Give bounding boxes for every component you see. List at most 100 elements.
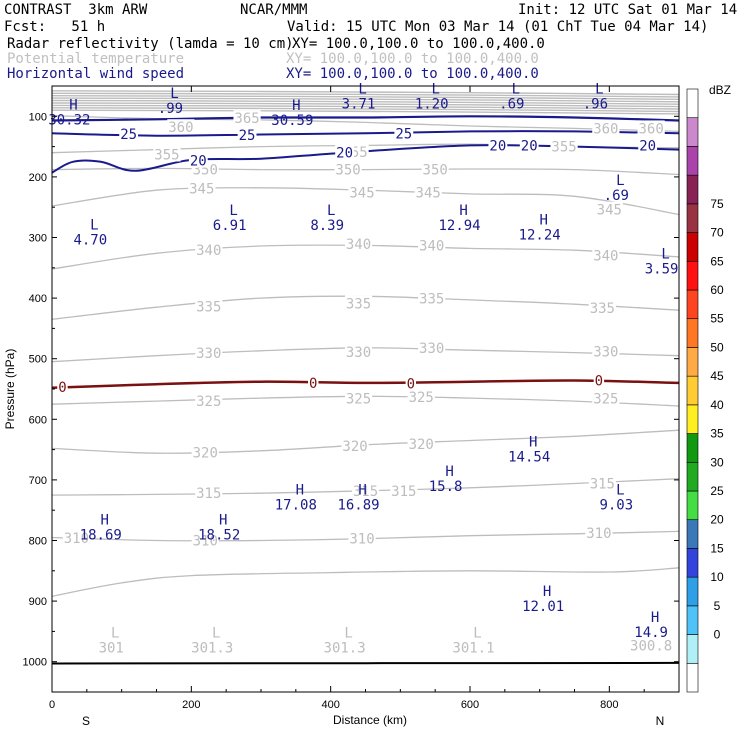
extremum-letter: L bbox=[229, 203, 237, 219]
extremum-value: 301 bbox=[99, 640, 124, 656]
contour-label: 345 bbox=[349, 186, 374, 202]
field-name-reflectivity: Radar reflectivity (lamda = 10 cm) bbox=[7, 36, 294, 52]
extremum-letter: L bbox=[661, 247, 669, 263]
colorbar-level-label: 20 bbox=[710, 513, 724, 527]
contour-label: 25 bbox=[395, 126, 412, 142]
contour-label: 315 bbox=[353, 484, 378, 500]
colorbar-swatch bbox=[686, 88, 699, 119]
north-end-label: N bbox=[656, 714, 665, 728]
extremum-letter: H bbox=[358, 482, 366, 498]
field-name-theta: Potential temperature bbox=[7, 51, 185, 67]
x-tick-label: 400 bbox=[321, 699, 339, 711]
contour-label-bg bbox=[592, 247, 620, 263]
field-xy-theta: XY= 100.0,100.0 to 100.0,400.0 bbox=[286, 51, 539, 67]
contour-label-bg bbox=[351, 482, 380, 498]
contour-label-bg bbox=[421, 161, 449, 177]
contour-label-bg bbox=[519, 137, 539, 153]
contour-label-bg bbox=[195, 485, 223, 501]
plot-background bbox=[52, 86, 679, 692]
x-tick-label: 600 bbox=[461, 699, 479, 711]
colorbar-level-label: 25 bbox=[710, 484, 724, 498]
init-time: Init: 12 UTC Sat 01 Mar 14 bbox=[518, 2, 738, 18]
y-tick-label: 500 bbox=[29, 354, 47, 366]
contour-label-bg bbox=[588, 299, 616, 315]
reflectivity-contours bbox=[52, 379, 679, 665]
colorbar-swatch bbox=[686, 490, 699, 521]
contour-label: 335 bbox=[196, 300, 221, 316]
contour-label: 345 bbox=[597, 203, 622, 219]
contour-label: 330 bbox=[419, 341, 444, 357]
extremum-value: 301.3 bbox=[191, 640, 233, 656]
extremum-letter: L bbox=[595, 82, 603, 98]
contour-label-bg bbox=[188, 180, 216, 196]
contour-label-bg bbox=[195, 345, 223, 361]
contour-label: 325 bbox=[346, 392, 371, 408]
contour-label-bg bbox=[592, 390, 620, 406]
colorbar-swatch bbox=[686, 117, 699, 147]
colorbar-level-label: 75 bbox=[710, 197, 724, 211]
contour-label: 350 bbox=[335, 163, 360, 179]
contour-label-bg bbox=[348, 530, 376, 546]
contour-label-bg bbox=[57, 379, 68, 395]
contour-label-bg bbox=[637, 120, 665, 136]
organization: NCAR/MMM bbox=[240, 2, 308, 18]
extremum-value: 301.3 bbox=[324, 640, 366, 656]
extremum-value: 301.1 bbox=[452, 640, 494, 656]
contour-label-bg bbox=[344, 295, 373, 311]
y-tick-label: 1000 bbox=[23, 657, 47, 669]
x-tick-label: 200 bbox=[182, 699, 200, 711]
contour-label: 335 bbox=[590, 301, 615, 317]
contour-label: 345 bbox=[189, 181, 214, 197]
colorbar-level-label: 0 bbox=[714, 628, 721, 642]
extremum-letter: H bbox=[219, 513, 227, 529]
y-tick-label: 300 bbox=[29, 233, 47, 245]
theta-band-line bbox=[52, 107, 679, 113]
extremum-value: .69 bbox=[604, 188, 629, 204]
colorbar-swatch bbox=[686, 404, 699, 434]
contour-label-bg bbox=[233, 110, 261, 126]
extremum-value: 14.9 bbox=[634, 625, 668, 641]
wind-contour-25 bbox=[52, 130, 679, 137]
contour-label: 25 bbox=[239, 128, 256, 144]
colorbar-swatch bbox=[686, 548, 699, 578]
contour-label-bg bbox=[418, 237, 446, 253]
contour-label: 355 bbox=[154, 147, 179, 163]
colorbar-level-label: 10 bbox=[710, 570, 724, 584]
contour-label: 340 bbox=[196, 243, 221, 259]
colorbar-swatch bbox=[686, 576, 699, 607]
extremum-letter: L bbox=[431, 82, 439, 98]
contour-label-bg bbox=[191, 444, 219, 460]
contour-label-bg bbox=[405, 375, 416, 391]
extremum-value: 3.71 bbox=[342, 97, 376, 113]
contour-label-bg bbox=[167, 119, 195, 135]
contour-label-bg bbox=[191, 532, 219, 548]
contour-label: 360 bbox=[593, 121, 618, 137]
contour-label-bg bbox=[418, 339, 446, 355]
contour-label: 335 bbox=[346, 297, 371, 313]
contour-label-bg bbox=[334, 161, 362, 177]
colorbar-swatch bbox=[686, 375, 699, 406]
colorbar-level-label: 35 bbox=[710, 427, 724, 441]
extremum-value: .99 bbox=[158, 101, 183, 117]
contour-label: 25 bbox=[120, 127, 137, 143]
contour-label: 340 bbox=[346, 237, 371, 253]
contour-label: 20 bbox=[489, 138, 506, 154]
contour-label-bg bbox=[585, 525, 613, 541]
colorbar-level-label: 55 bbox=[710, 312, 724, 326]
contour-label: 360 bbox=[638, 121, 663, 137]
y-axis-label: Pressure (hPa) bbox=[3, 349, 17, 430]
extremum-letter: L bbox=[212, 625, 220, 641]
extremum-letter: H bbox=[651, 610, 659, 626]
y-tick-label: 200 bbox=[29, 172, 47, 184]
theta-band-line bbox=[52, 109, 679, 115]
colorbar-swatch bbox=[686, 318, 699, 348]
extremum-letter: L bbox=[358, 82, 366, 98]
theta-contour-350 bbox=[52, 167, 679, 176]
contour-label-bg bbox=[638, 137, 658, 153]
colorbar-swatch bbox=[686, 289, 699, 320]
extremum-letter: L bbox=[344, 625, 352, 641]
extremum-letter: L bbox=[170, 86, 178, 102]
theta-contour-305 bbox=[52, 567, 679, 597]
